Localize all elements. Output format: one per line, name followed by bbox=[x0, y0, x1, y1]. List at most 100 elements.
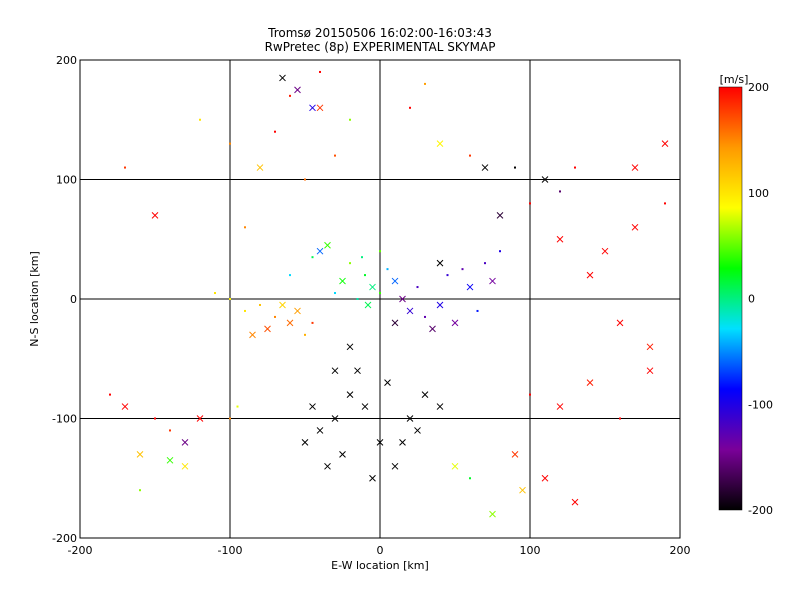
data-marker-x bbox=[414, 427, 421, 434]
data-marker-dot bbox=[356, 298, 359, 300]
data-marker-dot bbox=[484, 262, 486, 265]
data-marker-x bbox=[406, 415, 414, 422]
data-marker-x bbox=[631, 164, 639, 171]
data-marker-x bbox=[436, 301, 444, 309]
data-marker-dot bbox=[409, 106, 411, 109]
data-marker-dot bbox=[304, 178, 306, 181]
data-marker-dot bbox=[229, 142, 231, 145]
data-marker-x bbox=[331, 415, 339, 422]
data-marker-x bbox=[436, 140, 444, 148]
data-marker-x bbox=[661, 140, 669, 148]
data-marker-dot bbox=[574, 166, 576, 169]
data-marker-x bbox=[436, 259, 444, 267]
data-marker-dot bbox=[274, 130, 276, 133]
data-marker-dot bbox=[244, 226, 246, 229]
data-marker-x bbox=[346, 391, 354, 398]
data-marker-dot bbox=[386, 268, 389, 271]
data-marker-dot bbox=[469, 154, 471, 157]
data-marker-x bbox=[316, 104, 324, 112]
data-marker-x bbox=[556, 403, 564, 410]
x-tick-label: 100 bbox=[520, 544, 541, 557]
x-tick-label: -100 bbox=[218, 544, 243, 557]
data-marker-x bbox=[324, 462, 331, 470]
data-marker-x bbox=[324, 241, 331, 249]
data-marker-x bbox=[399, 295, 406, 303]
data-marker-x bbox=[181, 439, 189, 446]
data-marker-dot bbox=[236, 405, 239, 408]
data-marker-x bbox=[451, 462, 459, 470]
data-marker-x bbox=[286, 319, 294, 327]
data-marker-dot bbox=[289, 274, 291, 277]
data-marker-x bbox=[429, 325, 436, 333]
data-marker-x bbox=[346, 343, 354, 351]
data-marker-dot bbox=[124, 166, 126, 169]
data-marker-dot bbox=[349, 262, 351, 265]
gridlines bbox=[80, 60, 680, 538]
data-marker-x bbox=[489, 277, 496, 285]
data-marker-x bbox=[369, 474, 376, 482]
data-marker-x bbox=[279, 301, 286, 309]
data-marker-x bbox=[264, 325, 271, 333]
data-marker-dot bbox=[379, 292, 381, 295]
data-marker-dot bbox=[446, 274, 449, 277]
colorbar-tick-labels: 200 100 0 -100 -200 bbox=[748, 81, 773, 517]
chart-title-line2: RwPretec (8p) EXPERIMENTAL SKYMAP bbox=[265, 40, 496, 54]
data-marker-x bbox=[331, 367, 339, 375]
data-marker-x bbox=[586, 379, 594, 387]
data-marker-x bbox=[294, 307, 301, 315]
data-marker-x bbox=[541, 176, 549, 183]
data-marker-x bbox=[571, 498, 579, 506]
data-marker-x bbox=[541, 474, 549, 482]
data-marker-dot bbox=[619, 417, 621, 420]
data-marker-dot bbox=[109, 393, 111, 396]
data-marker-x bbox=[294, 86, 301, 94]
x-tick-label: 0 bbox=[377, 544, 384, 557]
colorbar-tick-label: 200 bbox=[748, 81, 769, 94]
data-marker-x bbox=[384, 379, 391, 387]
data-marker-x bbox=[466, 283, 474, 291]
data-marker-dot bbox=[416, 286, 419, 289]
data-marker-x bbox=[166, 456, 174, 464]
data-marker-x bbox=[399, 439, 406, 446]
data-marker-dot bbox=[229, 298, 231, 300]
y-tick-label: -200 bbox=[52, 532, 77, 545]
colorbar bbox=[718, 86, 743, 511]
data-marker-x bbox=[631, 223, 639, 231]
data-marker-x bbox=[301, 439, 309, 446]
data-marker-dot bbox=[154, 417, 156, 420]
y-tick-labels: -200 -100 0 100 200 bbox=[52, 54, 77, 545]
data-marker-dot bbox=[364, 274, 366, 277]
data-marker-x bbox=[316, 427, 324, 434]
y-tick-label: -100 bbox=[52, 413, 77, 426]
data-marker-x bbox=[369, 283, 376, 291]
data-marker-dot bbox=[311, 256, 314, 259]
data-marker-x bbox=[616, 319, 624, 327]
data-marker-x bbox=[601, 247, 609, 255]
data-marker-dot bbox=[424, 315, 426, 318]
y-axis-label: N-S location [km] bbox=[28, 251, 41, 347]
data-marker-x bbox=[391, 319, 399, 327]
y-tick-label: 100 bbox=[56, 174, 77, 187]
data-marker-x bbox=[556, 235, 564, 243]
data-marker-dot bbox=[319, 70, 321, 73]
data-marker-x bbox=[511, 450, 519, 458]
chart-title-line1: Tromsø 20150506 16:02:00-16:03:43 bbox=[267, 26, 492, 40]
data-marker-dot bbox=[476, 309, 479, 312]
data-marker-x bbox=[646, 343, 654, 351]
data-marker-x bbox=[354, 367, 361, 375]
data-marker-dot bbox=[529, 393, 531, 396]
colorbar-tick-label: -100 bbox=[748, 398, 773, 411]
data-marker-dot bbox=[529, 202, 531, 205]
colorbar-tick-label: 0 bbox=[748, 293, 755, 306]
data-marker-dot bbox=[244, 309, 246, 312]
data-marker-dot bbox=[304, 333, 306, 336]
data-marker-dot bbox=[214, 292, 216, 295]
data-marker-x bbox=[151, 211, 159, 219]
data-marker-x bbox=[436, 403, 444, 410]
data-marker-dot bbox=[469, 477, 471, 480]
data-marker-x bbox=[481, 164, 489, 171]
data-marker-dot bbox=[274, 315, 276, 318]
data-marker-dot bbox=[379, 250, 381, 253]
data-marker-x bbox=[309, 104, 316, 112]
